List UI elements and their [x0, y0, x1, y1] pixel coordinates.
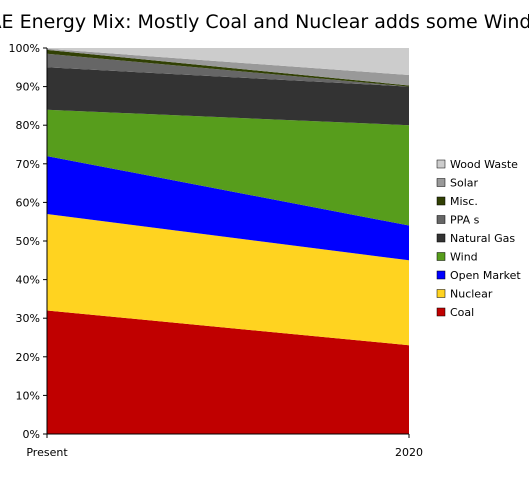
area-wind: [47, 109, 409, 226]
y-tick-label: 60%: [16, 196, 40, 209]
legend-label-nuclear: Nuclear: [450, 288, 493, 301]
chart-title: AE Energy Mix: Mostly Coal and Nuclear a…: [0, 11, 529, 33]
y-tick-label: 40%: [16, 274, 40, 287]
legend-swatch-open-market: [436, 270, 446, 280]
legend-label-solar: Solar: [450, 177, 479, 190]
y-tick-label: 30%: [16, 312, 40, 325]
area-natural-gas: [47, 67, 409, 126]
legend-swatch-nuclear: [436, 289, 446, 298]
legend-label-misc: Misc.: [450, 195, 478, 208]
y-tick-label: 80%: [16, 119, 40, 132]
y-tick-label: 50%: [16, 235, 40, 248]
x-tick-label: 2020: [395, 446, 423, 459]
area-wood-waste: [47, 48, 409, 76]
area-solar: [47, 48, 409, 86]
legend-label-natural-gas: Natural Gas: [450, 232, 515, 245]
y-tick-label: 20%: [16, 351, 40, 364]
legend-label-open-market: Open Market: [450, 269, 521, 282]
x-tick-label: Present: [26, 446, 68, 459]
axes: 0% 10% 20% 30% 40% 50% 60% 70% 80% 90% 100% Present…: [9, 42, 423, 459]
y-tick-label: 70%: [16, 158, 40, 171]
legend-swatch-ppa-s: [436, 215, 446, 224]
legend-swatch-wood-waste: [436, 159, 446, 169]
area-open-market: [47, 156, 409, 261]
y-tick-label: 100%: [9, 42, 40, 55]
legend-label-ppa-s: PPA s: [450, 214, 480, 227]
area-misc: [47, 49, 409, 87]
legend-swatch-misc: [436, 196, 446, 206]
y-tick-label: 0%: [23, 428, 40, 441]
legend-swatch-coal: [436, 307, 446, 317]
legend-swatch-natural-gas: [436, 233, 446, 243]
plot-areas: [47, 48, 409, 434]
legend-label-wind: Wind: [450, 251, 478, 264]
area-coal: [47, 310, 409, 434]
legend-swatch-solar: [436, 178, 446, 187]
y-tick-label: 10%: [16, 389, 40, 402]
legend-label-coal: Coal: [450, 306, 474, 319]
area-nuclear: [47, 213, 409, 346]
legend: Wood Waste Solar Misc. PPA s Natural Gas Wind…: [436, 158, 521, 319]
y-tick-label: 90%: [16, 81, 40, 94]
legend-swatch-wind: [436, 252, 446, 261]
legend-label-wood-waste: Wood Waste: [450, 158, 518, 171]
